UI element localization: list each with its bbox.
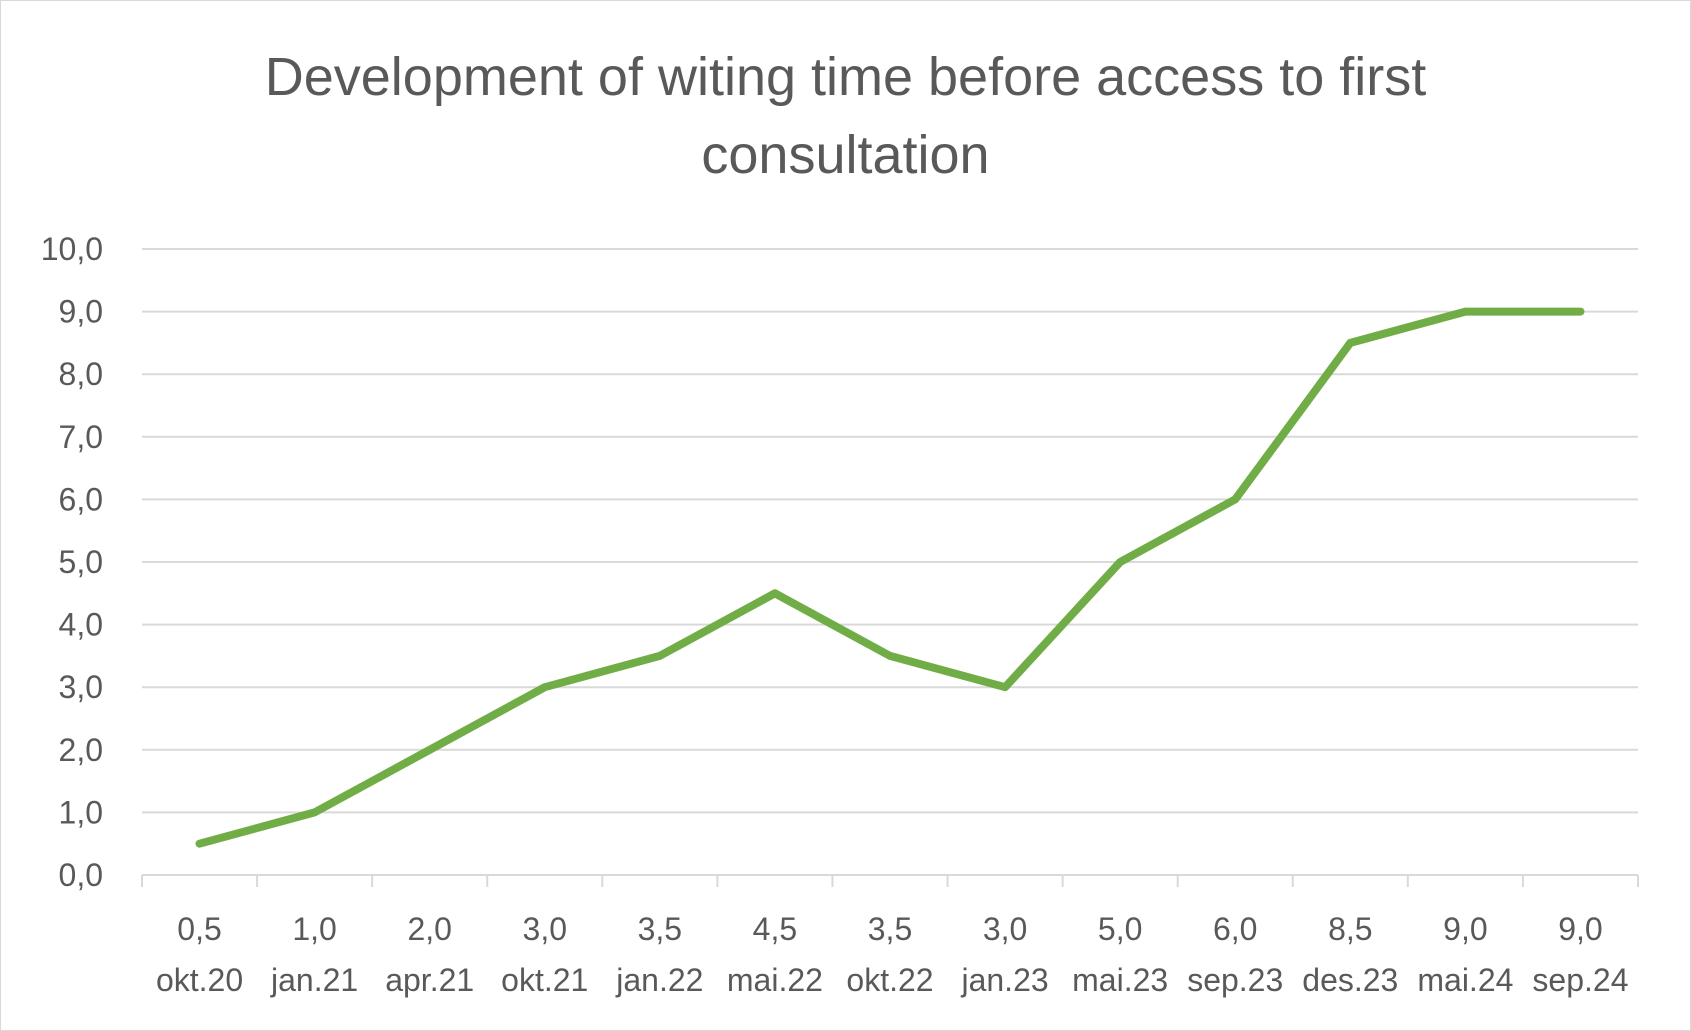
x-tick-value-label: 3,5	[868, 911, 912, 947]
data-point	[886, 652, 894, 660]
data-point	[1576, 308, 1584, 316]
data-point	[1231, 495, 1239, 503]
data-point	[656, 652, 664, 660]
series-line	[195, 307, 1585, 848]
y-tick-label: 10,0	[41, 231, 103, 267]
x-tick-value-label: 2,0	[407, 911, 451, 947]
data-point	[1001, 683, 1009, 691]
y-tick-label: 3,0	[59, 669, 103, 705]
x-tick-value-label: 3,5	[638, 911, 682, 947]
y-tick-label: 7,0	[59, 419, 103, 455]
x-tick-date-label: apr.21	[385, 962, 474, 998]
data-point	[1346, 339, 1354, 347]
x-tick-value-label: 6,0	[1213, 911, 1257, 947]
data-point	[196, 840, 204, 848]
x-tick-date-label: mai.23	[1072, 962, 1168, 998]
data-point	[426, 746, 434, 754]
x-tick-value-label: 0,5	[177, 911, 221, 947]
x-tick-value-label: 5,0	[1098, 911, 1142, 947]
data-point	[771, 589, 779, 597]
data-point	[1461, 308, 1469, 316]
chart-title: Development of witing time before access…	[0, 38, 1691, 194]
x-tick-date-label: des.23	[1302, 962, 1398, 998]
x-tick-date-label: jan.21	[270, 962, 358, 998]
y-tick-label: 9,0	[59, 294, 103, 330]
y-tick-label: 5,0	[59, 544, 103, 580]
y-tick-label: 8,0	[59, 356, 103, 392]
y-tick-label: 1,0	[59, 794, 103, 830]
data-point	[541, 683, 549, 691]
x-tick-value-label: 9,0	[1443, 911, 1487, 947]
x-tick-date-label: okt.20	[156, 962, 243, 998]
x-tick-date-label: sep.24	[1532, 962, 1628, 998]
x-tick-date-label: sep.23	[1187, 962, 1283, 998]
chart-title-line-1: Development of witing time before access…	[264, 47, 1427, 107]
x-tick-date-label: mai.22	[727, 962, 823, 998]
x-tick-value-label: 1,0	[292, 911, 336, 947]
x-tick-date-label: jan.22	[615, 962, 703, 998]
data-point	[311, 808, 319, 816]
x-tick-value-label: 8,5	[1328, 911, 1372, 947]
x-tick-value-label: 3,0	[523, 911, 567, 947]
data-point	[1116, 558, 1124, 566]
x-tick-date-label: okt.21	[501, 962, 588, 998]
y-tick-label: 2,0	[59, 732, 103, 768]
y-tick-label: 4,0	[59, 607, 103, 643]
chart-title-line-2: consultation	[701, 125, 990, 185]
x-tick-value-label: 9,0	[1558, 911, 1602, 947]
x-tick-value-label: 3,0	[983, 911, 1027, 947]
x-tick-value-label: 4,5	[753, 911, 797, 947]
y-tick-label: 6,0	[59, 481, 103, 517]
x-tick-date-label: okt.22	[846, 962, 933, 998]
y-tick-label: 0,0	[59, 857, 103, 893]
x-tick-date-label: mai.24	[1417, 962, 1513, 998]
x-tick-date-label: jan.23	[960, 962, 1048, 998]
